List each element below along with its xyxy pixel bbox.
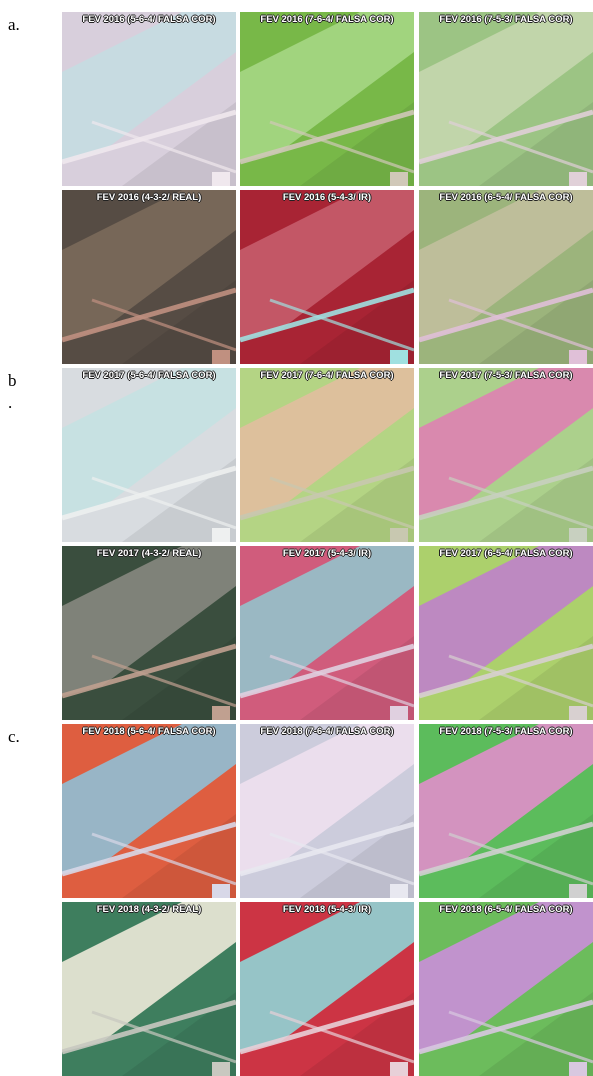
bright-spot — [390, 706, 408, 720]
panel-caption: FEV 2016 (4-3-2/ REAL) — [62, 192, 236, 203]
panel-caption: FEV 2018 (7-6-4/ FALSA COR) — [240, 726, 414, 737]
satellite-image — [419, 12, 593, 186]
image-panel: FEV 2018 (7-6-4/ FALSA COR) — [240, 724, 414, 898]
image-panel: FEV 2017 (7-6-4/ FALSA COR) — [240, 368, 414, 542]
image-panel: FEV 2018 (7-5-3/ FALSA COR) — [419, 724, 593, 898]
bright-spot — [212, 706, 230, 720]
bright-spot — [212, 1062, 230, 1076]
bright-spot — [390, 350, 408, 364]
panel-caption: FEV 2018 (6-5-4/ FALSA COR) — [419, 904, 593, 915]
bright-spot — [390, 1062, 408, 1076]
panel-caption: FEV 2016 (5-4-3/ IR) — [240, 192, 414, 203]
panel-caption: FEV 2017 (5-4-3/ IR) — [240, 548, 414, 559]
panel-caption: FEV 2018 (5-6-4/ FALSA COR) — [62, 726, 236, 737]
bright-spot — [390, 172, 408, 186]
image-panel: FEV 2017 (6-5-4/ FALSA COR) — [419, 546, 593, 720]
panel-caption: FEV 2016 (5-6-4/ FALSA COR) — [62, 14, 236, 25]
panel-caption: FEV 2017 (7-5-3/ FALSA COR) — [419, 370, 593, 381]
image-panel: FEV 2018 (5-4-3/ IR) — [240, 902, 414, 1076]
image-panel: FEV 2017 (5-6-4/ FALSA COR) — [62, 368, 236, 542]
panel-caption: FEV 2016 (7-5-3/ FALSA COR) — [419, 14, 593, 25]
panel-caption: FEV 2016 (6-5-4/ FALSA COR) — [419, 192, 593, 203]
bright-spot — [212, 528, 230, 542]
satellite-image — [62, 12, 236, 186]
image-panel: FEV 2016 (5-4-3/ IR) — [240, 190, 414, 364]
bright-spot — [212, 884, 230, 898]
bright-spot — [569, 706, 587, 720]
image-panel: FEV 2016 (7-6-4/ FALSA COR) — [240, 12, 414, 186]
satellite-image — [240, 368, 414, 542]
satellite-image — [240, 902, 414, 1076]
bright-spot — [212, 350, 230, 364]
panel-caption: FEV 2017 (7-6-4/ FALSA COR) — [240, 370, 414, 381]
satellite-image — [62, 190, 236, 364]
bright-spot — [569, 172, 587, 186]
group-label: a. — [8, 14, 20, 36]
satellite-image — [240, 546, 414, 720]
image-panel: FEV 2016 (4-3-2/ REAL) — [62, 190, 236, 364]
bright-spot — [390, 528, 408, 542]
panel-caption: FEV 2016 (7-6-4/ FALSA COR) — [240, 14, 414, 25]
satellite-image — [240, 12, 414, 186]
bright-spot — [212, 172, 230, 186]
bright-spot — [390, 884, 408, 898]
panel-caption: FEV 2018 (7-5-3/ FALSA COR) — [419, 726, 593, 737]
image-panel: FEV 2018 (4-3-2/ REAL) — [62, 902, 236, 1076]
image-panel: FEV 2017 (5-4-3/ IR) — [240, 546, 414, 720]
satellite-image — [62, 724, 236, 898]
satellite-image — [419, 724, 593, 898]
satellite-image — [62, 368, 236, 542]
image-panel: FEV 2016 (5-6-4/ FALSA COR) — [62, 12, 236, 186]
group-label: b . — [8, 370, 17, 414]
image-panel: FEV 2016 (6-5-4/ FALSA COR) — [419, 190, 593, 364]
bright-spot — [569, 884, 587, 898]
panel-caption: FEV 2018 (5-4-3/ IR) — [240, 904, 414, 915]
bright-spot — [569, 1062, 587, 1076]
bright-spot — [569, 528, 587, 542]
satellite-image — [419, 546, 593, 720]
satellite-image — [240, 190, 414, 364]
image-panel: FEV 2018 (6-5-4/ FALSA COR) — [419, 902, 593, 1076]
bright-spot — [569, 350, 587, 364]
figure: a. FEV 2016 (5-6-4/ FALSA COR) FEV 2016 (7… — [0, 0, 593, 1076]
satellite-image — [62, 902, 236, 1076]
satellite-image — [62, 546, 236, 720]
satellite-image — [419, 368, 593, 542]
image-panel: FEV 2018 (5-6-4/ FALSA COR) — [62, 724, 236, 898]
group-label: c. — [8, 726, 20, 748]
panel-caption: FEV 2018 (4-3-2/ REAL) — [62, 904, 236, 915]
image-panel: FEV 2017 (4-3-2/ REAL) — [62, 546, 236, 720]
panel-caption: FEV 2017 (5-6-4/ FALSA COR) — [62, 370, 236, 381]
panel-caption: FEV 2017 (4-3-2/ REAL) — [62, 548, 236, 559]
satellite-image — [240, 724, 414, 898]
image-panel: FEV 2017 (7-5-3/ FALSA COR) — [419, 368, 593, 542]
satellite-image — [419, 190, 593, 364]
image-panel: FEV 2016 (7-5-3/ FALSA COR) — [419, 12, 593, 186]
panel-caption: FEV 2017 (6-5-4/ FALSA COR) — [419, 548, 593, 559]
satellite-image — [419, 902, 593, 1076]
